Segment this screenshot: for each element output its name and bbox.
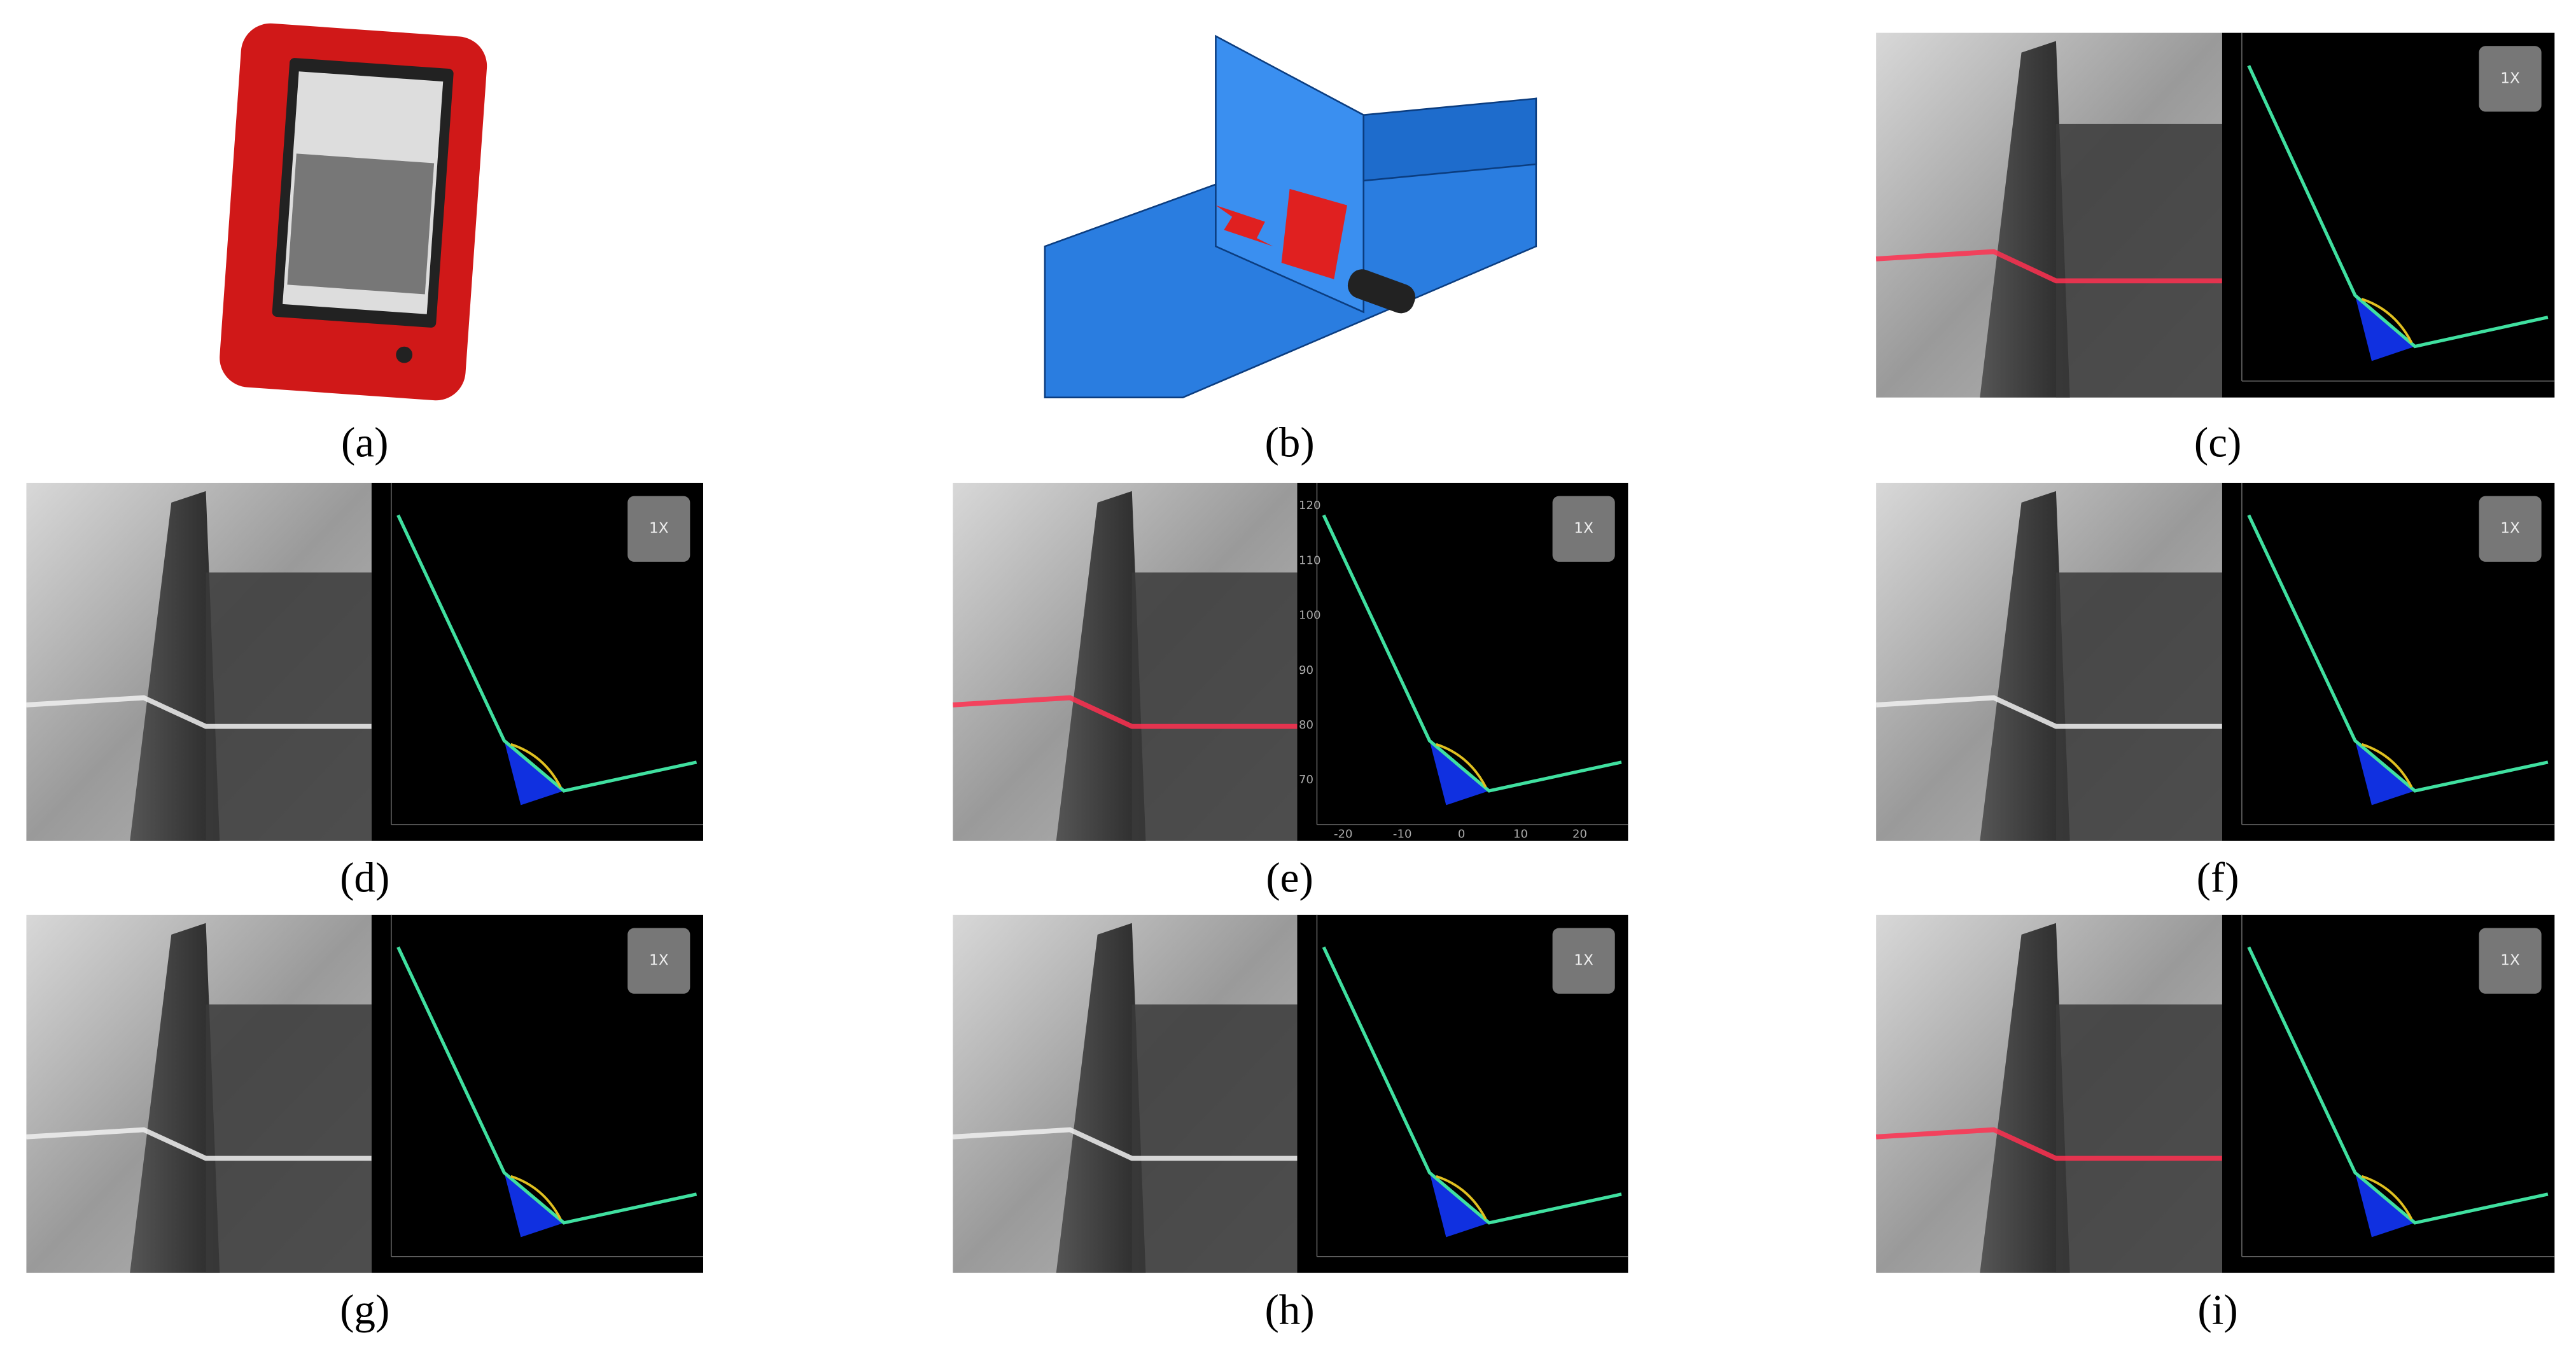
laser-line bbox=[953, 695, 1298, 729]
y-tick-label: 100 bbox=[1299, 609, 1320, 622]
fillet-arc bbox=[2361, 298, 2413, 344]
beam-illustration bbox=[1044, 34, 1537, 399]
profile-curve bbox=[1322, 514, 1622, 793]
profile-curve bbox=[1322, 946, 1622, 1225]
laser-line bbox=[26, 695, 372, 729]
caption: (h) bbox=[1264, 1286, 1314, 1334]
profile-curve bbox=[396, 946, 697, 1225]
fillet-arc bbox=[510, 743, 562, 788]
zoom-badge bbox=[627, 928, 690, 994]
x-tick-label: -10 bbox=[1393, 827, 1412, 841]
zoom-badge-label: 1X bbox=[1574, 520, 1593, 537]
fillet-area bbox=[1429, 1173, 1490, 1238]
laser-line bbox=[1875, 249, 2222, 284]
y-tick-label: 70 bbox=[1299, 773, 1313, 786]
steel-web bbox=[1056, 491, 1146, 841]
fillet-arc bbox=[2361, 743, 2413, 788]
device-illustration bbox=[220, 23, 487, 401]
steel-web bbox=[1980, 41, 2070, 398]
y-tick-label: 110 bbox=[1299, 554, 1320, 567]
fillet-arc bbox=[1436, 743, 1487, 788]
panel: 1X bbox=[1875, 482, 2555, 841]
zoom-badge-label: 1X bbox=[2500, 952, 2520, 969]
panel: 1X bbox=[953, 914, 1628, 1273]
y-tick-label: 80 bbox=[1299, 718, 1313, 732]
caption: (e) bbox=[1266, 854, 1313, 902]
fillet-arc bbox=[2361, 1175, 2413, 1220]
panel: 1X 120 110 100 90 80 70 -20 -10 0 10 20 bbox=[953, 482, 1628, 841]
caption: (c) bbox=[2194, 419, 2241, 466]
steel-plate bbox=[206, 572, 372, 841]
fillet-area bbox=[504, 1173, 564, 1238]
caption: (d) bbox=[340, 854, 389, 902]
fillet-arc bbox=[1436, 1175, 1487, 1220]
zoom-badge bbox=[2479, 496, 2542, 562]
fillet-area bbox=[2355, 295, 2415, 361]
steel-plate bbox=[1131, 572, 1298, 841]
panel: 1X bbox=[26, 482, 703, 841]
zoom-badge bbox=[627, 496, 690, 562]
laser-line bbox=[953, 1127, 1298, 1161]
laser-line bbox=[1875, 695, 2222, 729]
y-tick-label: 90 bbox=[1299, 664, 1313, 677]
caption: (b) bbox=[1264, 419, 1314, 466]
profile-curve bbox=[396, 514, 697, 793]
steel-plate bbox=[2055, 1004, 2222, 1273]
fillet-area bbox=[2355, 741, 2415, 806]
zoom-badge-label: 1X bbox=[2500, 520, 2520, 537]
panel: 1X bbox=[1875, 914, 2555, 1273]
zoom-badge bbox=[2479, 928, 2542, 994]
zoom-badge-label: 1X bbox=[1574, 952, 1593, 969]
steel-plate bbox=[1131, 1004, 1298, 1273]
zoom-badge-label: 1X bbox=[649, 952, 669, 969]
zoom-badge-label: 1X bbox=[649, 520, 669, 537]
steel-web bbox=[130, 491, 220, 841]
y-tick-label: 120 bbox=[1299, 499, 1320, 512]
steel-web bbox=[130, 923, 220, 1273]
zoom-badge bbox=[1552, 928, 1615, 994]
profile-curve bbox=[2247, 65, 2549, 349]
x-tick-label: 20 bbox=[1572, 827, 1587, 841]
panel: 1X bbox=[26, 914, 703, 1273]
caption: (a) bbox=[341, 419, 388, 466]
caption: (g) bbox=[340, 1286, 389, 1334]
panel: 1X bbox=[1875, 32, 2555, 398]
zoom-badge bbox=[2479, 46, 2542, 112]
laser-line bbox=[26, 1127, 372, 1161]
steel-plate bbox=[2055, 123, 2222, 398]
x-tick-label: 0 bbox=[1458, 827, 1466, 841]
steel-plate bbox=[2055, 572, 2222, 841]
profile-curve bbox=[2247, 514, 2549, 793]
caption: (i) bbox=[2197, 1286, 2237, 1334]
x-tick-label: 10 bbox=[1513, 827, 1528, 841]
steel-plate bbox=[206, 1004, 372, 1273]
profile-curve bbox=[2247, 946, 2549, 1225]
x-tick-label: -20 bbox=[1334, 827, 1353, 841]
fillet-area bbox=[1429, 741, 1490, 806]
steel-web bbox=[1980, 923, 2070, 1273]
zoom-badge bbox=[1552, 496, 1615, 562]
steel-web bbox=[1980, 491, 2070, 841]
fillet-area bbox=[2355, 1173, 2415, 1238]
steel-web bbox=[1056, 923, 1146, 1273]
zoom-badge-label: 1X bbox=[2500, 69, 2520, 87]
caption: (f) bbox=[2197, 854, 2239, 902]
fillet-area bbox=[504, 741, 564, 806]
fillet-arc bbox=[510, 1175, 562, 1220]
laser-line bbox=[1875, 1127, 2222, 1161]
